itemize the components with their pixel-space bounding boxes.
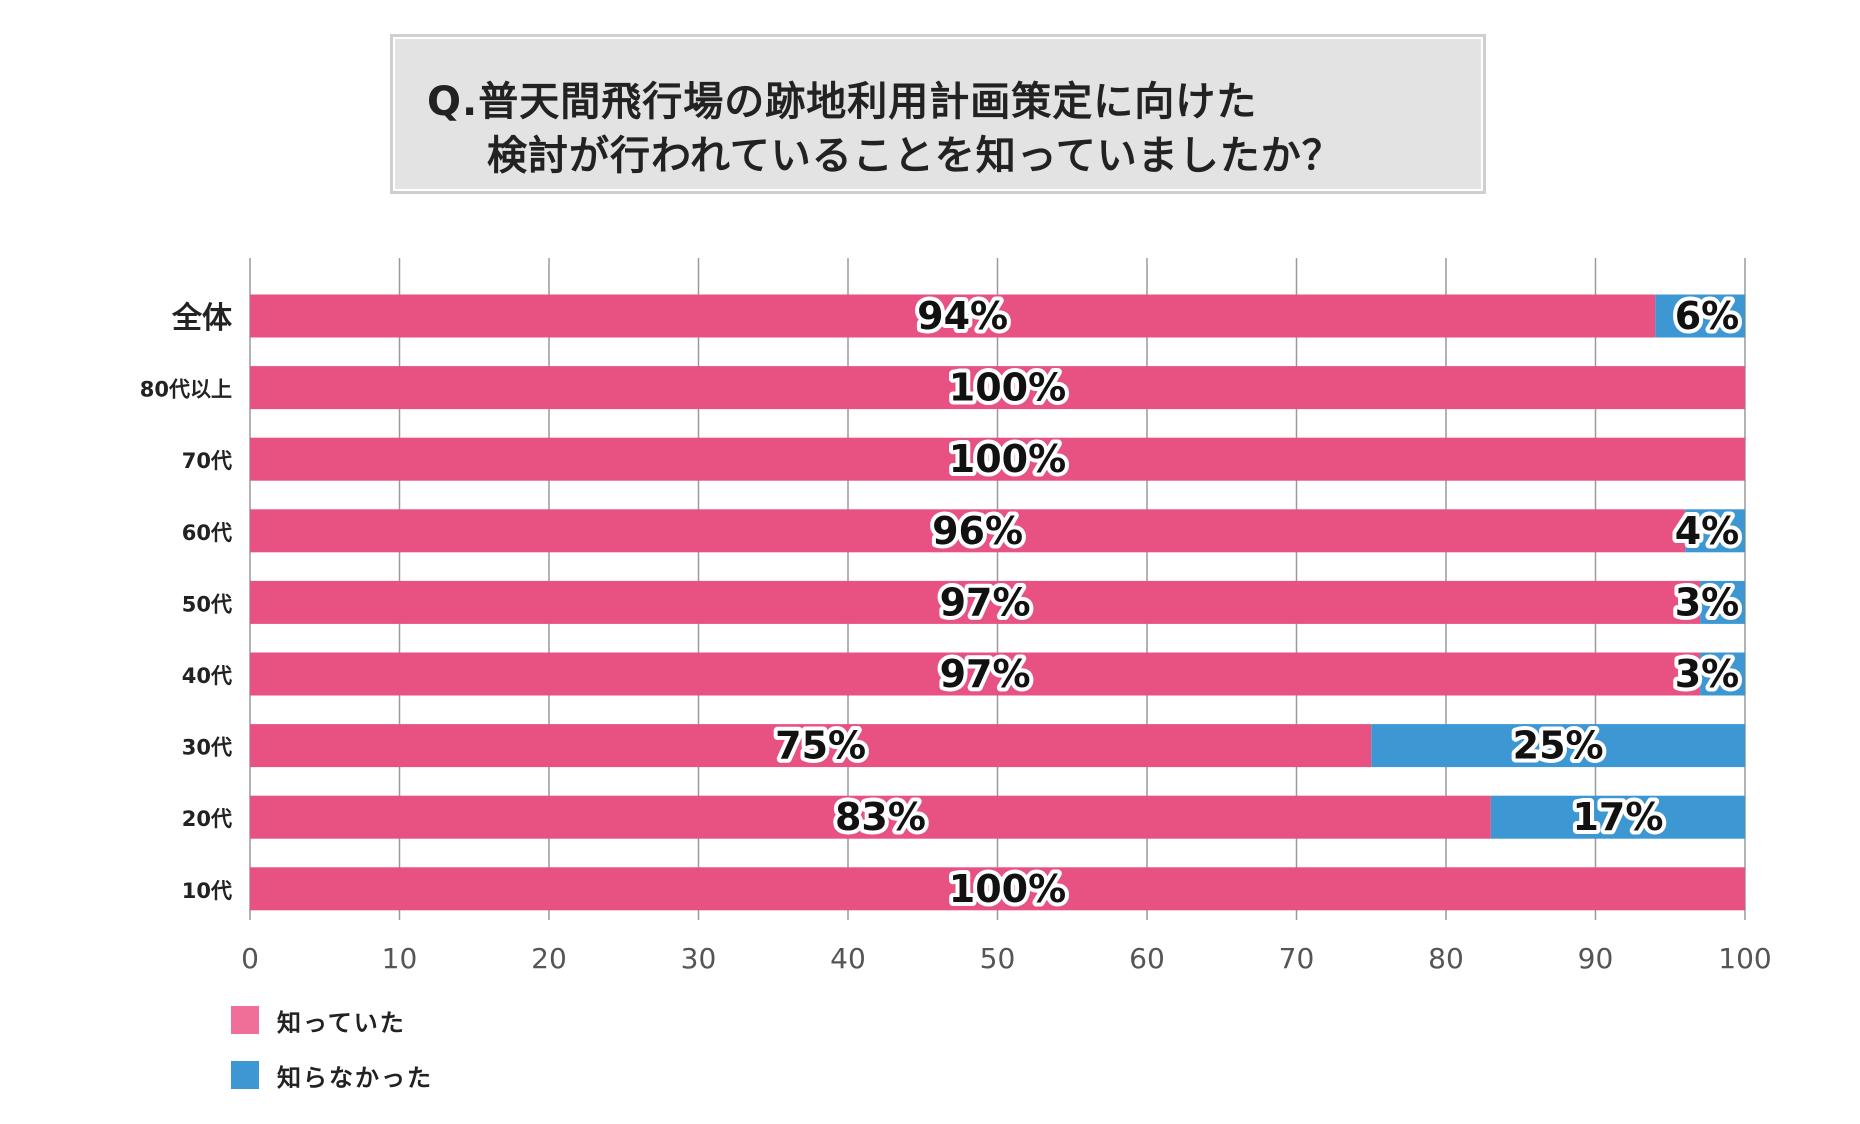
data-label-known: 96% bbox=[932, 509, 1023, 553]
category-label: 60代 bbox=[182, 521, 232, 545]
bar-unknown bbox=[1700, 652, 1745, 696]
bar-unknown bbox=[1490, 795, 1745, 839]
legend-item-known: 知っていた bbox=[231, 1005, 406, 1037]
category-label: 80代以上 bbox=[140, 378, 232, 402]
data-label-unknown: 6% bbox=[1675, 294, 1740, 338]
x-tick-label: 50 bbox=[980, 942, 1016, 975]
bar-known bbox=[250, 294, 1656, 338]
x-tick-label: 40 bbox=[830, 942, 866, 975]
bar-known bbox=[250, 437, 1745, 481]
legend-label-known: 知っていた bbox=[277, 1008, 406, 1037]
data-label-known: 100% bbox=[949, 437, 1066, 481]
category-label: 40代 bbox=[182, 664, 232, 688]
data-label-unknown: 3% bbox=[1675, 652, 1740, 696]
data-label-known: 100% bbox=[949, 867, 1066, 911]
data-label-known: 94% bbox=[917, 294, 1008, 338]
category-label: 70代 bbox=[182, 449, 232, 473]
category-label: 全体 bbox=[171, 301, 233, 336]
data-label-known: 75% bbox=[775, 724, 866, 768]
category-label: 50代 bbox=[182, 592, 232, 616]
legend-swatch-known bbox=[231, 1006, 259, 1034]
data-label-known: 97% bbox=[940, 652, 1031, 696]
bar-unknown bbox=[1700, 580, 1745, 624]
bar-known bbox=[250, 580, 1701, 624]
data-label-unknown: 4% bbox=[1675, 509, 1740, 553]
bar-known bbox=[250, 795, 1491, 839]
bar-known bbox=[250, 652, 1701, 696]
bar-unknown bbox=[1685, 509, 1745, 553]
data-label-known: 83% bbox=[835, 795, 926, 839]
x-tick-label: 90 bbox=[1578, 942, 1614, 975]
bar-known bbox=[250, 366, 1745, 410]
bar-known bbox=[250, 867, 1745, 911]
x-tick-label: 60 bbox=[1129, 942, 1165, 975]
x-tick-label: 10 bbox=[382, 942, 418, 975]
data-label-known: 97% bbox=[940, 580, 1031, 624]
bar-unknown bbox=[1655, 294, 1745, 338]
bar-unknown bbox=[1371, 724, 1745, 768]
question-title-box: Q.普天間飛行場の跡地利用計画策定に向けた 検討が行われていることを知っていまし… bbox=[390, 34, 1486, 194]
question-title-line-1: Q.普天間飛行場の跡地利用計画策定に向けた bbox=[427, 79, 1258, 125]
data-label-unknown: 3% bbox=[1675, 580, 1740, 624]
legend-label-unknown: 知らなかった bbox=[277, 1063, 433, 1092]
x-tick-label: 20 bbox=[531, 942, 567, 975]
bar-known bbox=[250, 509, 1686, 553]
x-tick-label: 100 bbox=[1718, 942, 1771, 975]
legend-item-unknown: 知らなかった bbox=[231, 1060, 433, 1092]
category-label: 30代 bbox=[182, 736, 232, 760]
category-label: 10代 bbox=[182, 879, 232, 903]
data-label-unknown: 25% bbox=[1513, 724, 1604, 768]
x-tick-label: 80 bbox=[1428, 942, 1464, 975]
legend-swatch-unknown bbox=[231, 1061, 259, 1089]
data-label-unknown: 17% bbox=[1572, 795, 1663, 839]
bar-known bbox=[250, 724, 1372, 768]
category-label: 20代 bbox=[182, 807, 232, 831]
x-tick-label: 70 bbox=[1279, 942, 1315, 975]
x-tick-label: 0 bbox=[241, 942, 259, 975]
question-title-line-2: 検討が行われていることを知っていましたか？ bbox=[487, 133, 1343, 179]
data-label-known: 100% bbox=[949, 366, 1066, 410]
x-tick-label: 30 bbox=[681, 942, 717, 975]
